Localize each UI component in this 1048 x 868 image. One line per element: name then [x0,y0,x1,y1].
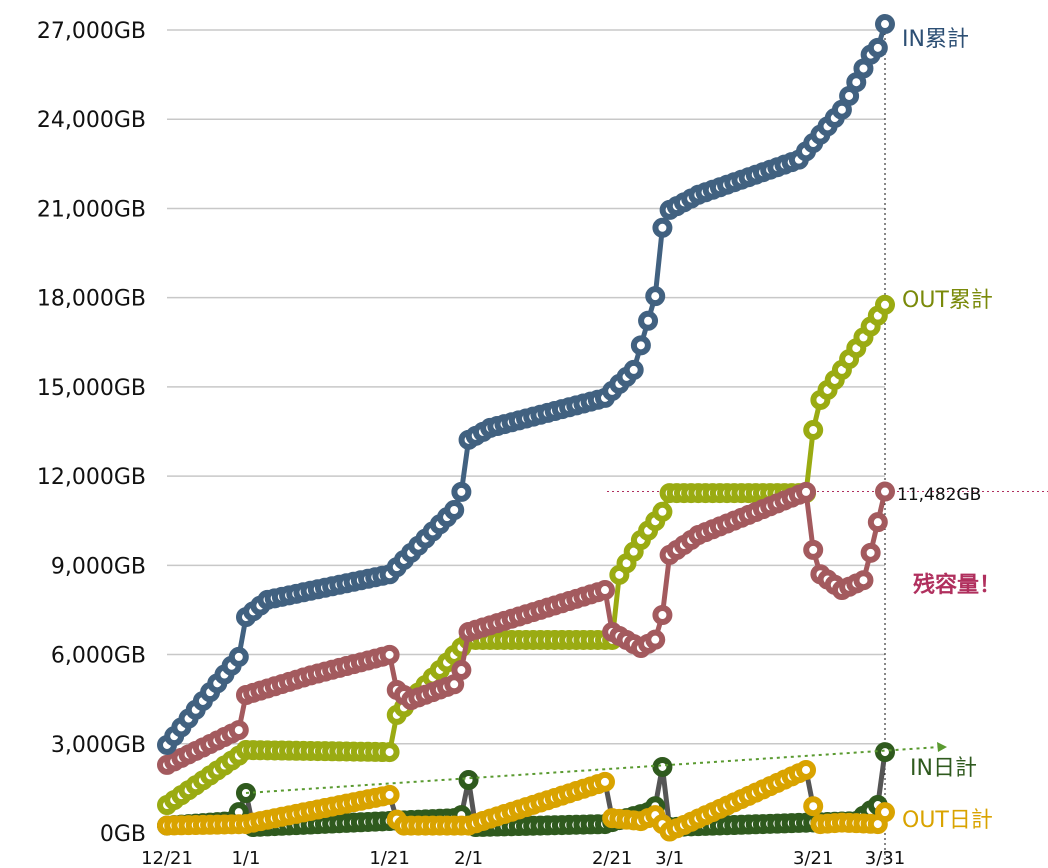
x-tick-label: 1/21 [369,848,409,868]
data-point [645,286,666,307]
data-point [803,420,824,441]
data-point [645,629,666,650]
trend-arrowhead [937,742,947,752]
gridlines [167,29,885,745]
y-tick-label: 18,000GB [37,287,146,312]
series-2 [157,481,895,775]
y-tick-label: 0GB [100,822,146,847]
data-point [860,542,881,563]
data-point [444,500,465,521]
data-point [630,335,651,356]
series-0 [157,14,895,755]
reference-value-label: 11,482GB [897,485,981,505]
data-point [853,570,874,591]
series-label-in-total: IN累計 [902,27,969,52]
y-tick-label: 24,000GB [37,108,146,133]
series-4 [157,759,895,842]
series-1 [157,294,895,816]
series-label-out-total: OUT累計 [902,288,993,313]
data-point [379,644,400,665]
series-line [165,489,888,768]
data-point [379,742,400,763]
remaining-capacity-annotation: 残容量！ [913,572,1001,598]
data-point [652,756,673,777]
data-point [867,37,888,58]
data-point [875,294,895,315]
x-tick-label: 3/21 [793,848,833,868]
x-tick-label: 3/1 [655,848,684,868]
y-tick-label: 6,000GB [51,644,146,669]
x-tick-label: 1/1 [231,848,260,868]
y-tick-label: 9,000GB [51,554,146,579]
data-point [458,770,479,791]
series-label-out-daily: OUT日計 [902,808,993,833]
data-point [875,742,895,763]
y-tick-label: 15,000GB [37,376,146,401]
y-tick-label: 3,000GB [51,733,146,758]
data-point [638,310,659,331]
series-group [157,14,895,842]
y-tick-label: 21,000GB [37,197,146,222]
data-point [451,481,472,502]
series-label-in-daily: IN日計 [910,756,977,781]
data-point [796,481,817,502]
data-point [228,720,249,741]
x-axis-ticks: 12/21 1/1 1/21 2/1 2/21 3/1 3/21 3/31 [141,848,905,868]
data-point [875,481,895,502]
x-tick-label: 2/21 [592,848,632,868]
data-point [594,580,615,601]
data-point [228,646,249,667]
data-point [379,784,400,805]
data-point [803,796,824,817]
series-line [165,303,888,808]
x-tick-label: 2/1 [454,848,483,868]
data-point [623,359,644,380]
data-point [444,674,465,695]
y-tick-label: 27,000GB [37,19,146,44]
data-point [875,14,895,35]
data-point [594,771,615,792]
data-point [652,501,673,522]
y-tick-label: 12,000GB [37,465,146,490]
data-point [796,759,817,780]
data-point [867,512,888,533]
x-tick-label: 12/21 [141,848,193,868]
data-point [652,605,673,626]
data-point [875,802,895,823]
data-point [803,539,824,560]
data-point [652,217,673,238]
data-point [451,660,472,681]
y-axis-ticks: 0GB 3,000GB 6,000GB 9,000GB 12,000GB 15,000GB… [37,19,146,847]
